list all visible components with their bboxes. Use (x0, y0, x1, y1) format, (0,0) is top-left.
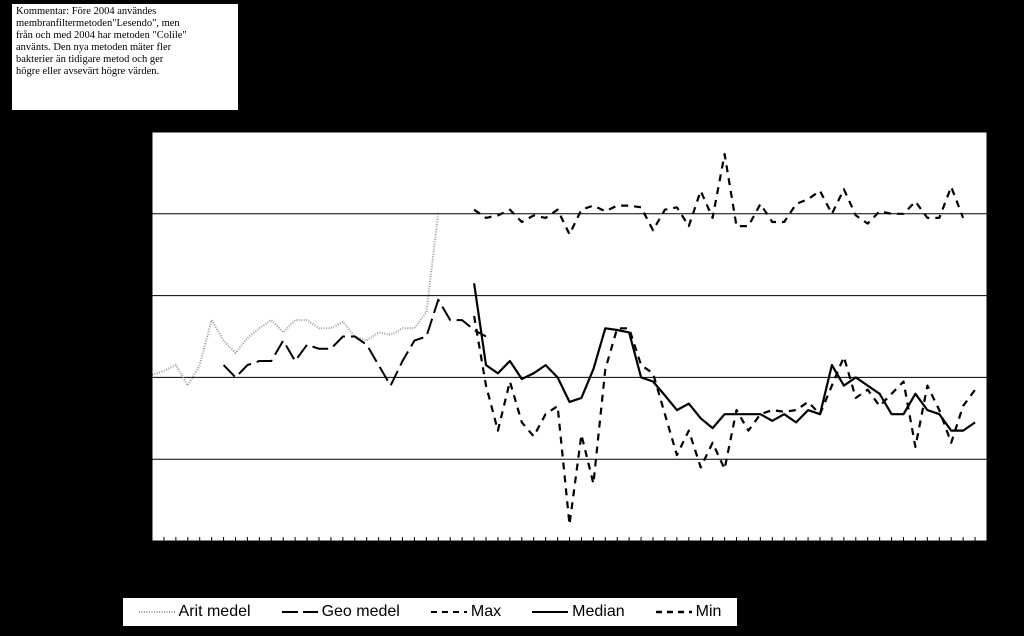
comment-line: från och med 2004 har metoden "Colile" (16, 30, 187, 41)
legend-item-median: Median (532, 603, 625, 621)
comment-line: Kommentar: Före 2004 användes (16, 6, 157, 17)
legend-label-median: Median (572, 603, 625, 620)
comment-box: Kommentar: Före 2004 användes membranfil… (12, 4, 238, 110)
series-line-arit (151, 212, 440, 387)
comment-line: bakterier än tidigare metod och ger (16, 54, 164, 65)
legend-label-max: Max (470, 603, 502, 620)
comment-line: membranfiltermetoden"Lesendo", men (16, 18, 180, 29)
comment-line: högre eller avsevärt högre värden. (16, 66, 160, 77)
legend: Arit medel Geo medel Max Median Min (123, 598, 737, 626)
legend-label-min: Min (695, 603, 722, 620)
legend-label-geo: Geo medel (321, 603, 400, 620)
series-line-geo (222, 298, 487, 387)
series-line-min (473, 315, 976, 526)
series-line-median (473, 283, 976, 432)
legend-label-arit: Arit medel (178, 603, 251, 620)
legend-swatch-geo (281, 611, 318, 613)
legend-swatch-max (430, 611, 467, 613)
plot-area (152, 132, 987, 541)
legend-item-max: Max (430, 603, 502, 621)
legend-swatch-arit (138, 611, 175, 613)
series-line-max (473, 153, 965, 236)
plot-border (151, 131, 988, 542)
gridlines (152, 213, 987, 460)
series-lines (151, 153, 976, 526)
legend-item-min: Min (655, 603, 722, 621)
legend-swatch-min (655, 610, 692, 614)
legend-item-arit: Arit medel (138, 603, 251, 621)
comment-line: använts. Den nya metoden mäter fler (16, 42, 172, 53)
legend-item-geo: Geo medel (281, 603, 400, 621)
x-axis-ticks (151, 537, 988, 541)
legend-swatch-median (532, 611, 569, 613)
